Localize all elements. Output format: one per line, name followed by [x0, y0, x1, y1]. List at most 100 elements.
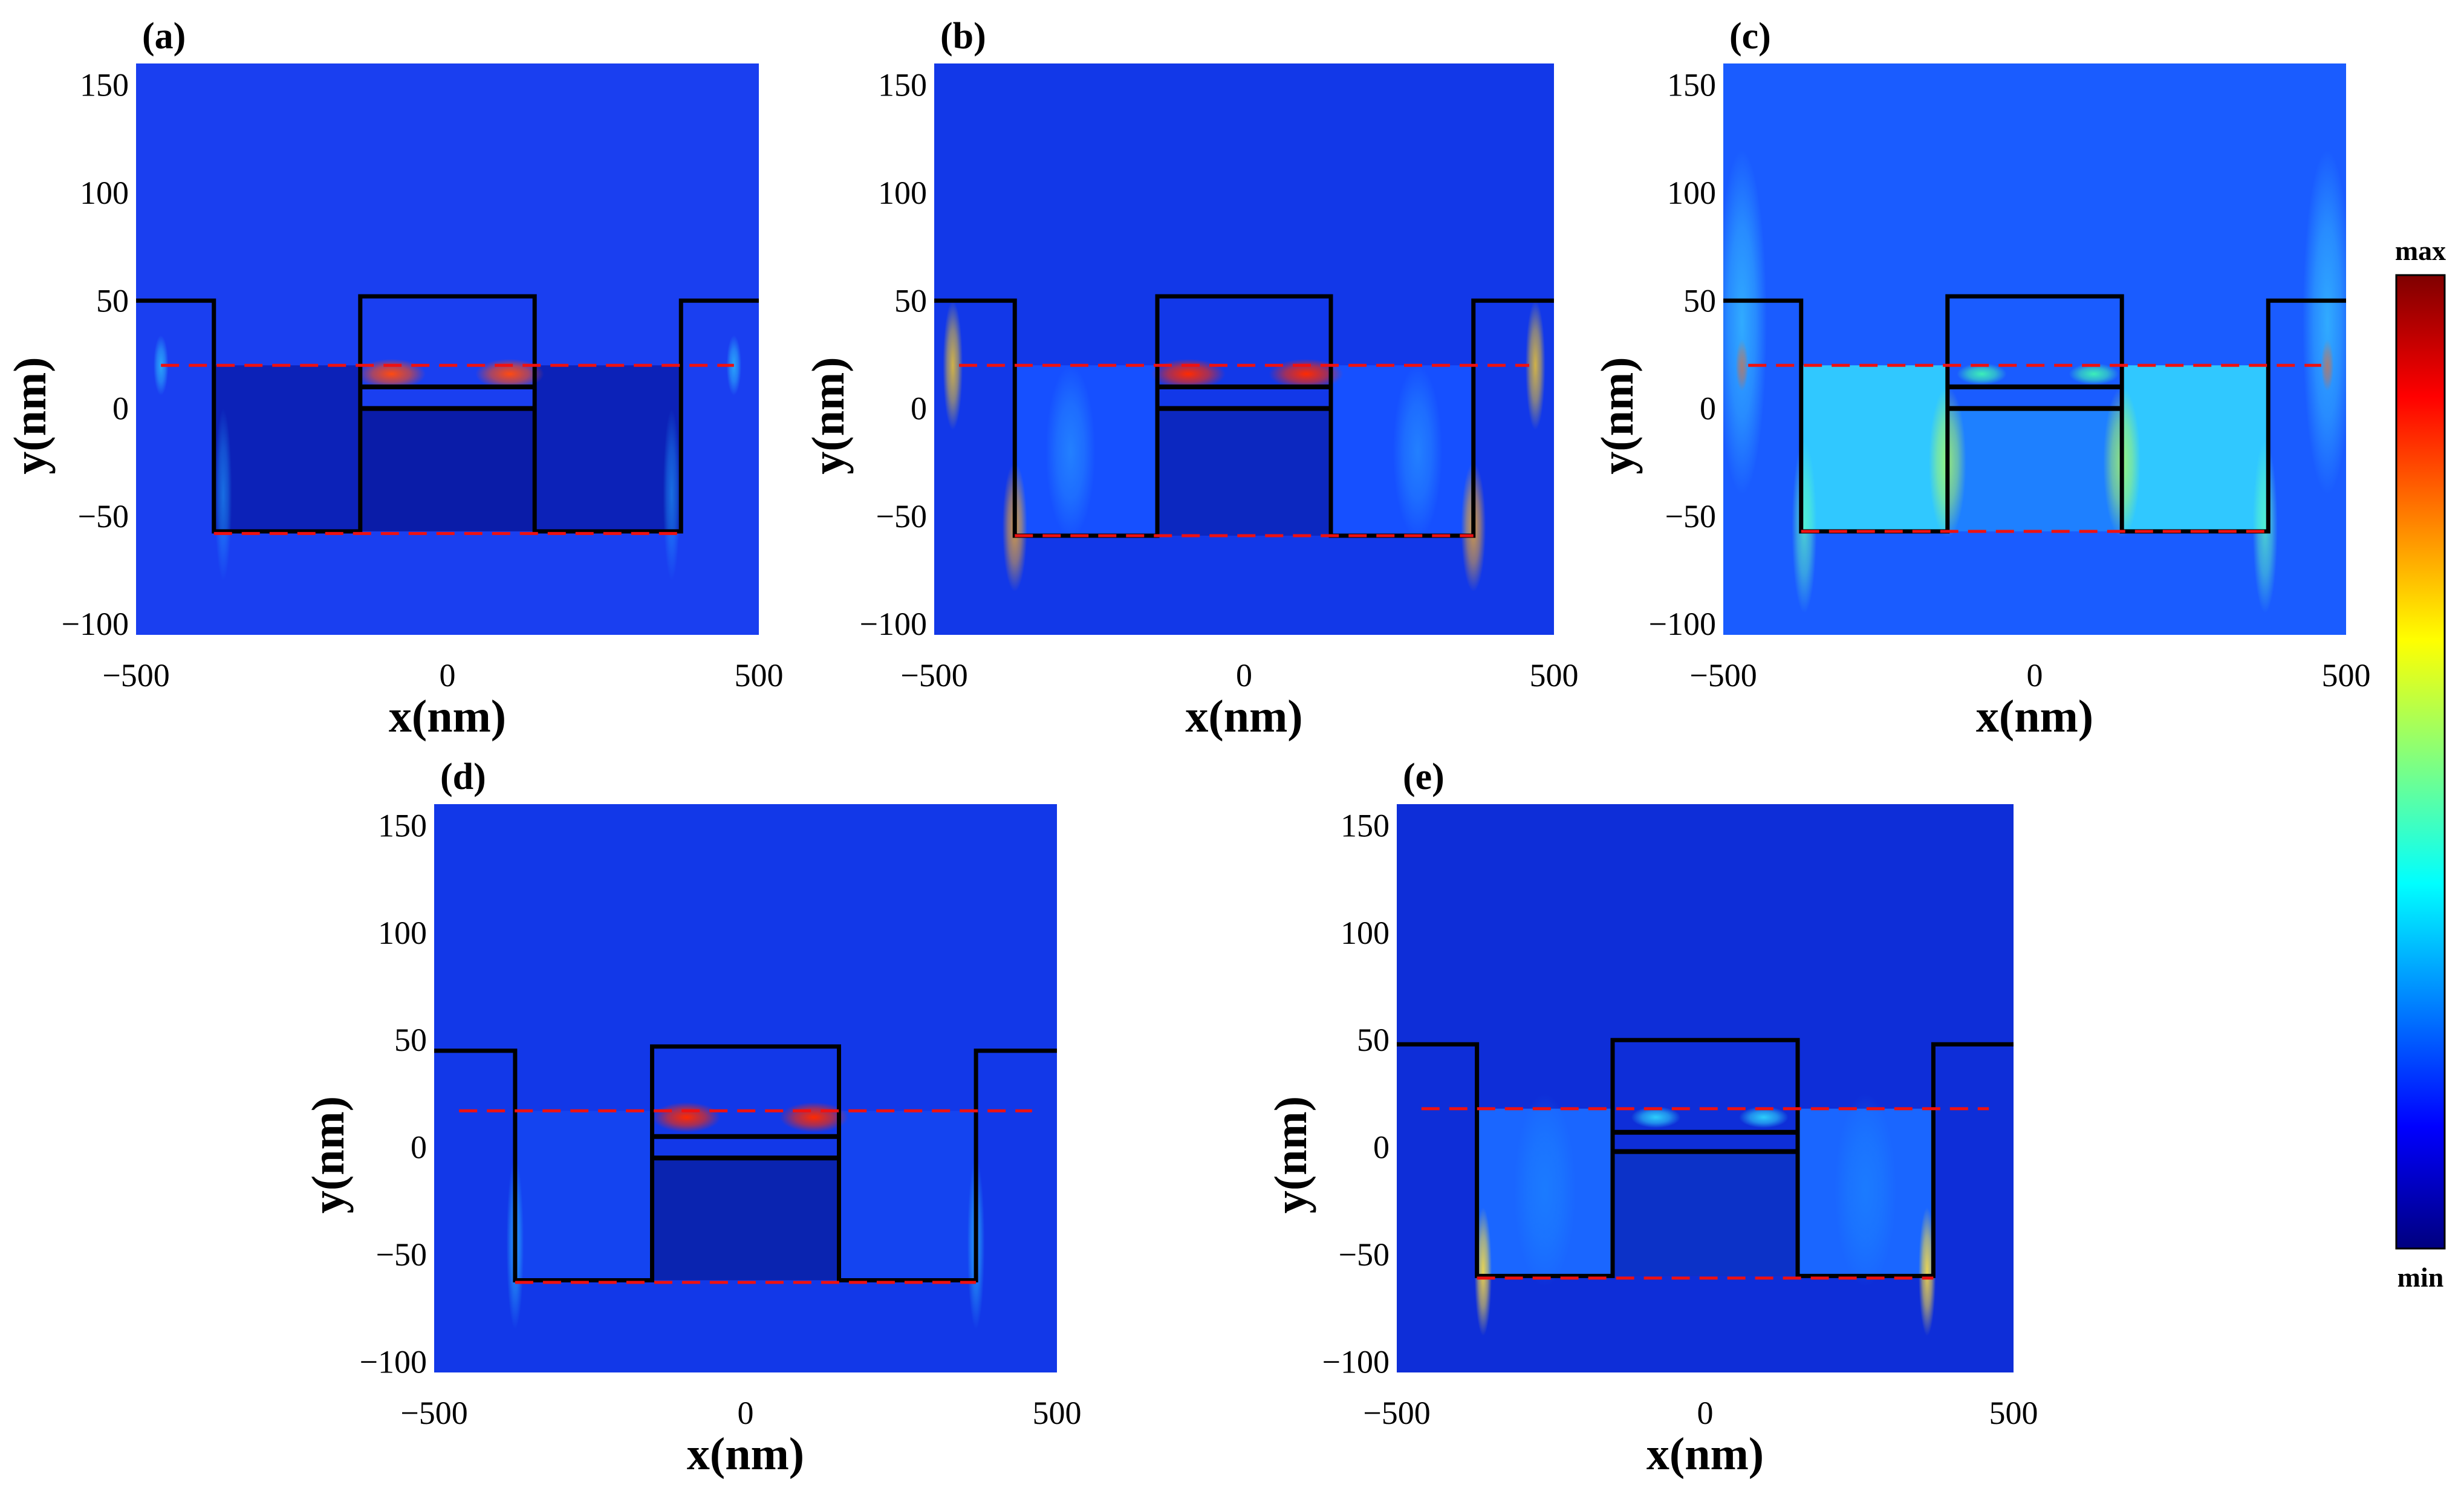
colorbar-max-label: max	[2395, 235, 2446, 266]
y-tick-label: −100	[62, 606, 129, 642]
y-axis-title: y(nm)	[5, 357, 56, 474]
x-tick-label: 500	[735, 657, 784, 693]
y-axis-title: y(nm)	[1592, 357, 1643, 474]
field-background	[934, 63, 1554, 635]
field-hotspot	[214, 408, 232, 581]
panel-label: (b)	[940, 16, 986, 57]
x-tick-label: 0	[738, 1395, 754, 1431]
trench-field-left	[213, 365, 360, 531]
y-tick-label: −100	[1322, 1343, 1390, 1380]
x-tick-label: 500	[1989, 1395, 2038, 1431]
y-tick-label: −50	[1339, 1236, 1390, 1273]
y-tick-label: 150	[1341, 807, 1390, 843]
colorbar-gradient	[2395, 274, 2446, 1250]
x-tick-label: 500	[1530, 657, 1579, 693]
field-hotspot	[1513, 1093, 1576, 1287]
y-tick-label: 150	[1667, 67, 1716, 103]
x-tick-label: −500	[1363, 1395, 1430, 1431]
y-axis-title: y(nm)	[803, 357, 854, 474]
panel-label: (c)	[1729, 16, 1771, 57]
field-hotspot	[2302, 149, 2346, 495]
structure-outline	[934, 294, 1554, 538]
field-hotspot	[2252, 441, 2278, 614]
y-tick-label: −50	[376, 1236, 427, 1273]
x-tick-label: 500	[2322, 657, 2371, 693]
trench-field-left	[1801, 365, 1948, 531]
x-tick-label: −500	[1689, 657, 1757, 693]
y-tick-label: 150	[80, 67, 129, 103]
y-tick-label: 0	[1373, 1129, 1390, 1166]
x-axis-title: x(nm)	[1976, 691, 2093, 742]
y-tick-label: 50	[894, 282, 927, 319]
field-hotspot	[1723, 149, 1767, 495]
y-tick-label: 100	[378, 915, 427, 951]
structure-outline	[1397, 1038, 2014, 1278]
y-tick-label: −50	[876, 498, 927, 534]
field-hotspot	[652, 1102, 721, 1132]
x-tick-label: 0	[1236, 657, 1252, 693]
x-tick-label: 0	[2027, 657, 2043, 693]
panel-label: (d)	[440, 756, 486, 797]
pillar-field	[360, 408, 535, 531]
y-tick-label: 50	[1683, 282, 1716, 319]
y-axis-title: y(nm)	[303, 1096, 354, 1213]
field-background	[136, 63, 759, 635]
y-tick-label: 50	[1357, 1022, 1390, 1058]
field-hotspot	[1957, 363, 2007, 385]
field-map	[434, 804, 1057, 1372]
field-background	[1723, 63, 2346, 635]
x-axis-title: x(nm)	[687, 1429, 804, 1479]
y-tick-label: 100	[1341, 915, 1390, 951]
x-tick-label: 0	[1697, 1395, 1714, 1431]
field-map	[934, 63, 1554, 635]
pillar-field	[1157, 408, 1331, 536]
panel-label: (a)	[142, 16, 186, 57]
y-tick-label: 150	[878, 67, 927, 103]
field-map	[136, 63, 759, 635]
field-hotspot	[1739, 1106, 1789, 1128]
y-tick-label: 150	[378, 807, 427, 843]
y-tick-label: 0	[911, 391, 927, 427]
trench-field-left	[515, 1111, 652, 1281]
x-tick-label: −500	[102, 657, 169, 693]
field-hotspot	[1393, 365, 1443, 538]
field-map	[1723, 63, 2346, 635]
x-tick-label: −500	[900, 657, 967, 693]
trench-field-right	[535, 365, 681, 531]
field-hotspot	[357, 359, 426, 389]
trench-field-right	[2122, 365, 2269, 531]
field-hotspot	[1631, 1106, 1681, 1128]
field-hotspot	[943, 300, 963, 430]
x-axis-title: x(nm)	[389, 691, 506, 742]
field-hotspot	[2069, 363, 2119, 385]
x-axis-title: x(nm)	[1185, 691, 1302, 742]
y-tick-label: 0	[411, 1129, 427, 1166]
pillar-field	[1947, 408, 2122, 531]
y-tick-label: 50	[96, 282, 129, 319]
field-hotspot	[663, 408, 681, 581]
pillar-field	[1613, 1151, 1798, 1276]
y-axis-title: y(nm)	[1266, 1096, 1316, 1213]
y-tick-label: 0	[112, 391, 129, 427]
field-hotspot	[1045, 365, 1096, 538]
y-tick-label: −100	[1649, 606, 1716, 642]
y-tick-label: −100	[860, 606, 927, 642]
colorbar: max min	[2395, 235, 2446, 1293]
y-tick-label: 0	[1700, 391, 1716, 427]
structure-outline	[434, 1044, 1057, 1282]
x-axis-title: x(nm)	[1646, 1429, 1764, 1479]
field-hotspot	[1792, 441, 1817, 614]
structure-outline	[136, 294, 759, 534]
field-hotspot	[1835, 1093, 1897, 1287]
pillar-field	[652, 1158, 839, 1281]
trench-field-right	[839, 1111, 977, 1281]
y-tick-label: 100	[80, 175, 129, 211]
panel-label: (e)	[1403, 756, 1445, 797]
x-tick-label: −500	[400, 1395, 467, 1431]
structure-outline	[1723, 294, 2346, 534]
